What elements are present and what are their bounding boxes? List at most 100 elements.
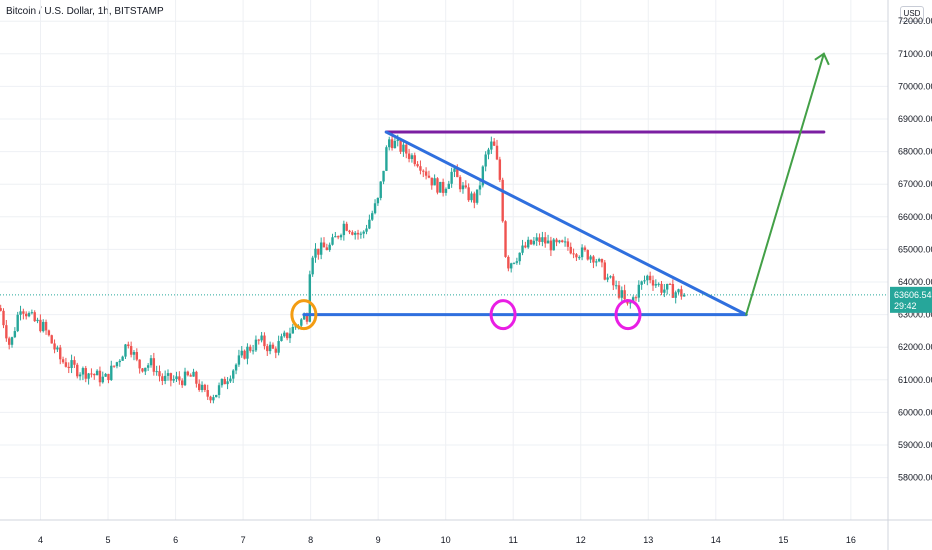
candle-body <box>161 376 164 381</box>
candle-body <box>416 164 419 167</box>
candle-body <box>328 244 331 251</box>
candle-body <box>311 257 314 275</box>
y-tick-label: 64000.00 <box>898 277 932 287</box>
candle-body <box>385 147 388 171</box>
candle-body <box>308 274 312 322</box>
candle-body <box>240 350 243 356</box>
last-price-badge <box>890 286 932 313</box>
candle-body <box>283 332 286 337</box>
y-tick-label: 58000.00 <box>898 473 932 483</box>
candle-body <box>254 339 258 351</box>
candle-body <box>319 242 323 255</box>
candle-body <box>629 302 632 304</box>
candle-body <box>61 359 65 363</box>
candle-body <box>382 170 385 182</box>
candle-body <box>495 145 499 160</box>
candle-body <box>572 253 575 255</box>
candle-body <box>84 368 87 379</box>
candle-body <box>631 297 635 303</box>
candle-body <box>481 166 485 186</box>
candle-body <box>527 239 530 248</box>
candle-body <box>467 187 470 201</box>
candle-body <box>359 233 363 235</box>
candle-body <box>617 285 621 298</box>
descending-trendline <box>384 130 748 317</box>
candle-body <box>393 140 397 149</box>
candle-body <box>433 178 436 186</box>
candle-body <box>152 358 156 372</box>
candle-body <box>87 373 90 379</box>
candle-body <box>478 185 482 190</box>
candle-body <box>447 183 450 189</box>
candle-body <box>665 283 669 290</box>
candle-body <box>322 242 326 248</box>
candle-body <box>575 254 578 258</box>
candle-body <box>592 256 595 263</box>
x-tick-label: 16 <box>846 535 856 545</box>
candle-body <box>110 365 113 381</box>
candle-body <box>251 350 255 352</box>
candle-body <box>186 371 190 376</box>
candle-body <box>430 177 433 186</box>
candle-body <box>217 385 221 395</box>
candle-body <box>444 188 448 193</box>
candle-body <box>600 259 604 263</box>
candle-body <box>682 294 686 297</box>
candle-body <box>388 139 391 148</box>
candle-body <box>135 352 139 360</box>
candle-body <box>314 248 317 258</box>
candle-body <box>30 312 34 314</box>
candle-body <box>487 149 490 155</box>
candle-body <box>138 359 141 369</box>
candle-body <box>507 256 510 269</box>
candle-body <box>67 366 70 369</box>
touch-circle <box>489 299 517 331</box>
candle-body <box>0 308 2 311</box>
candle-body <box>64 362 68 367</box>
candle-body <box>39 319 42 332</box>
candle-body <box>345 223 348 231</box>
candle-body <box>651 280 655 286</box>
candle-body <box>643 280 646 282</box>
candle-body <box>456 168 459 178</box>
y-tick-label: 66000.00 <box>898 212 932 222</box>
candle-body <box>663 289 666 293</box>
candle-body <box>529 239 533 245</box>
candle-body <box>569 246 572 254</box>
candle-body <box>257 339 260 341</box>
y-tick-label: 71000.00 <box>898 49 932 59</box>
candle-body <box>121 356 124 361</box>
candle-body <box>546 240 550 244</box>
candle-body <box>93 374 96 376</box>
candle-body <box>680 289 683 297</box>
candle-body <box>178 376 181 381</box>
candle-body <box>589 256 592 260</box>
candle-body <box>501 179 504 222</box>
candle-body <box>268 344 272 352</box>
candle-body <box>473 193 476 203</box>
candle-body <box>606 277 609 280</box>
y-tick-label: 63000.00 <box>898 310 932 320</box>
candle-body <box>169 373 173 381</box>
currency-toggle[interactable]: USD <box>900 6 924 22</box>
candle-body <box>223 378 226 385</box>
candle-body <box>402 144 405 152</box>
candle-body <box>439 181 442 193</box>
candle-body <box>234 364 238 371</box>
candle-body <box>648 275 652 281</box>
candle-body <box>198 383 201 390</box>
candle-body <box>260 335 263 341</box>
candle-body <box>492 141 496 146</box>
candle-body <box>183 371 187 386</box>
candle-body <box>490 141 493 150</box>
candle-body <box>453 168 456 172</box>
candle-body <box>200 384 204 390</box>
candle-body <box>555 239 558 243</box>
candle-body <box>249 346 252 351</box>
candle-body <box>291 326 295 334</box>
candle-body <box>614 285 618 287</box>
candle-body <box>53 343 56 350</box>
candle-body <box>407 153 411 159</box>
candle-body <box>461 185 465 190</box>
